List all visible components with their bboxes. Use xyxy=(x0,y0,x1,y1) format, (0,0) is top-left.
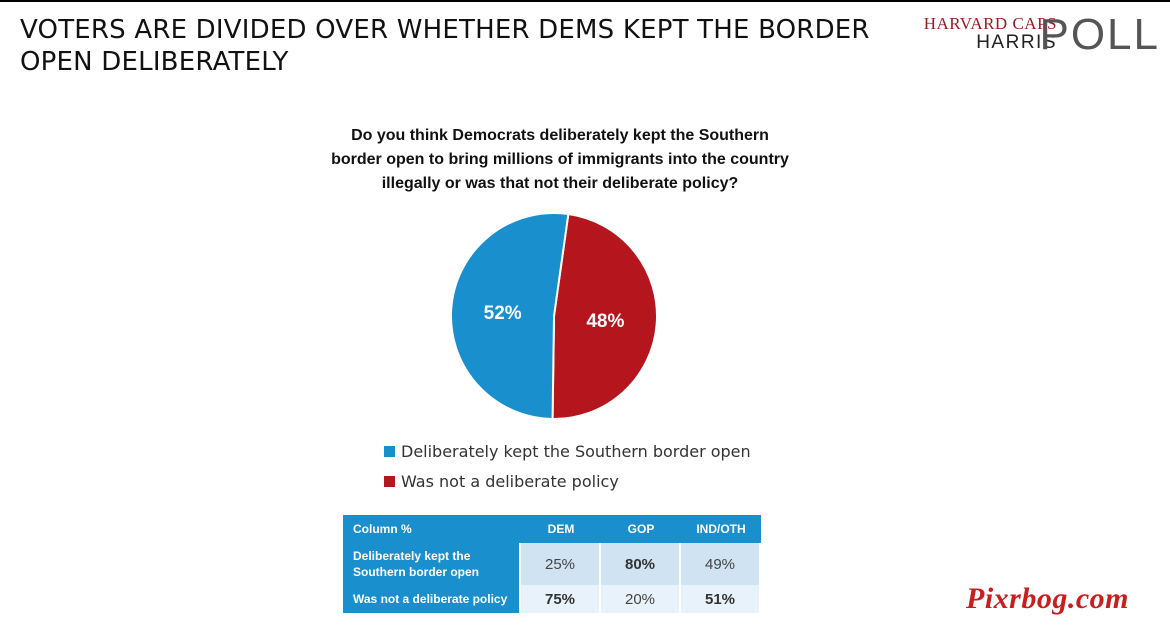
table-header-gop: GOP xyxy=(601,515,681,543)
row-label-line: Southern border open xyxy=(353,565,479,579)
cell-ind-oth: 51% xyxy=(681,585,761,613)
logo-line-poll: POLL xyxy=(1039,10,1160,59)
pie-label-48: 48% xyxy=(586,311,624,332)
cell-gop: 80% xyxy=(601,543,681,585)
pie-chart: 48% 52% xyxy=(450,212,658,421)
legend-item-not-deliberate: Was not a deliberate policy xyxy=(384,466,751,496)
table-row: Deliberately kept the Southern border op… xyxy=(343,543,761,585)
pie-label-52: 52% xyxy=(484,303,522,324)
watermark-text: Pixrbog.com xyxy=(966,582,1129,615)
cell-dem: 25% xyxy=(521,543,601,585)
logo-line-harvard-caps: HARVARD CAPS xyxy=(923,14,1057,33)
logo-line-harris: HARRIS xyxy=(976,32,1057,53)
harvard-caps-harris-poll-logo: HARVARD CAPS HARRIS POLL xyxy=(905,10,1160,62)
slide-title: VOTERS ARE DIVIDED OVER WHETHER DEMS KEP… xyxy=(20,15,870,77)
table-header-ind-oth: IND/OTH xyxy=(681,515,761,543)
table-header-column-pct: Column % xyxy=(343,515,521,543)
cell-dem: 75% xyxy=(521,585,601,613)
poll-question: Do you think Democrats deliberately kept… xyxy=(331,127,789,192)
top-border-line xyxy=(0,0,1170,2)
legend-swatch-red xyxy=(384,475,395,487)
crosstab-table: Column % DEM GOP IND/OTH Deliberately ke… xyxy=(343,515,761,613)
cell-gop: 20% xyxy=(601,585,681,613)
table-header-dem: DEM xyxy=(521,515,601,543)
pie-slice-not-deliberate xyxy=(551,212,658,420)
row-label-deliberately-open: Deliberately kept the Southern border op… xyxy=(343,543,521,585)
chart-legend: Deliberately kept the Southern border op… xyxy=(384,436,751,496)
row-label-not-deliberate: Was not a deliberate policy xyxy=(343,585,521,613)
cell-ind-oth: 49% xyxy=(681,543,761,585)
pie-slice-deliberately-open xyxy=(450,212,570,421)
legend-label: Was not a deliberate policy xyxy=(401,471,619,491)
legend-item-deliberately-open: Deliberately kept the Southern border op… xyxy=(384,436,751,466)
table-header-row: Column % DEM GOP IND/OTH xyxy=(343,515,761,543)
table-row: Was not a deliberate policy 75% 20% 51% xyxy=(343,585,761,613)
row-label-line: Deliberately kept the xyxy=(353,549,471,563)
legend-swatch-blue xyxy=(384,445,395,457)
legend-label: Deliberately kept the Southern border op… xyxy=(401,441,751,461)
